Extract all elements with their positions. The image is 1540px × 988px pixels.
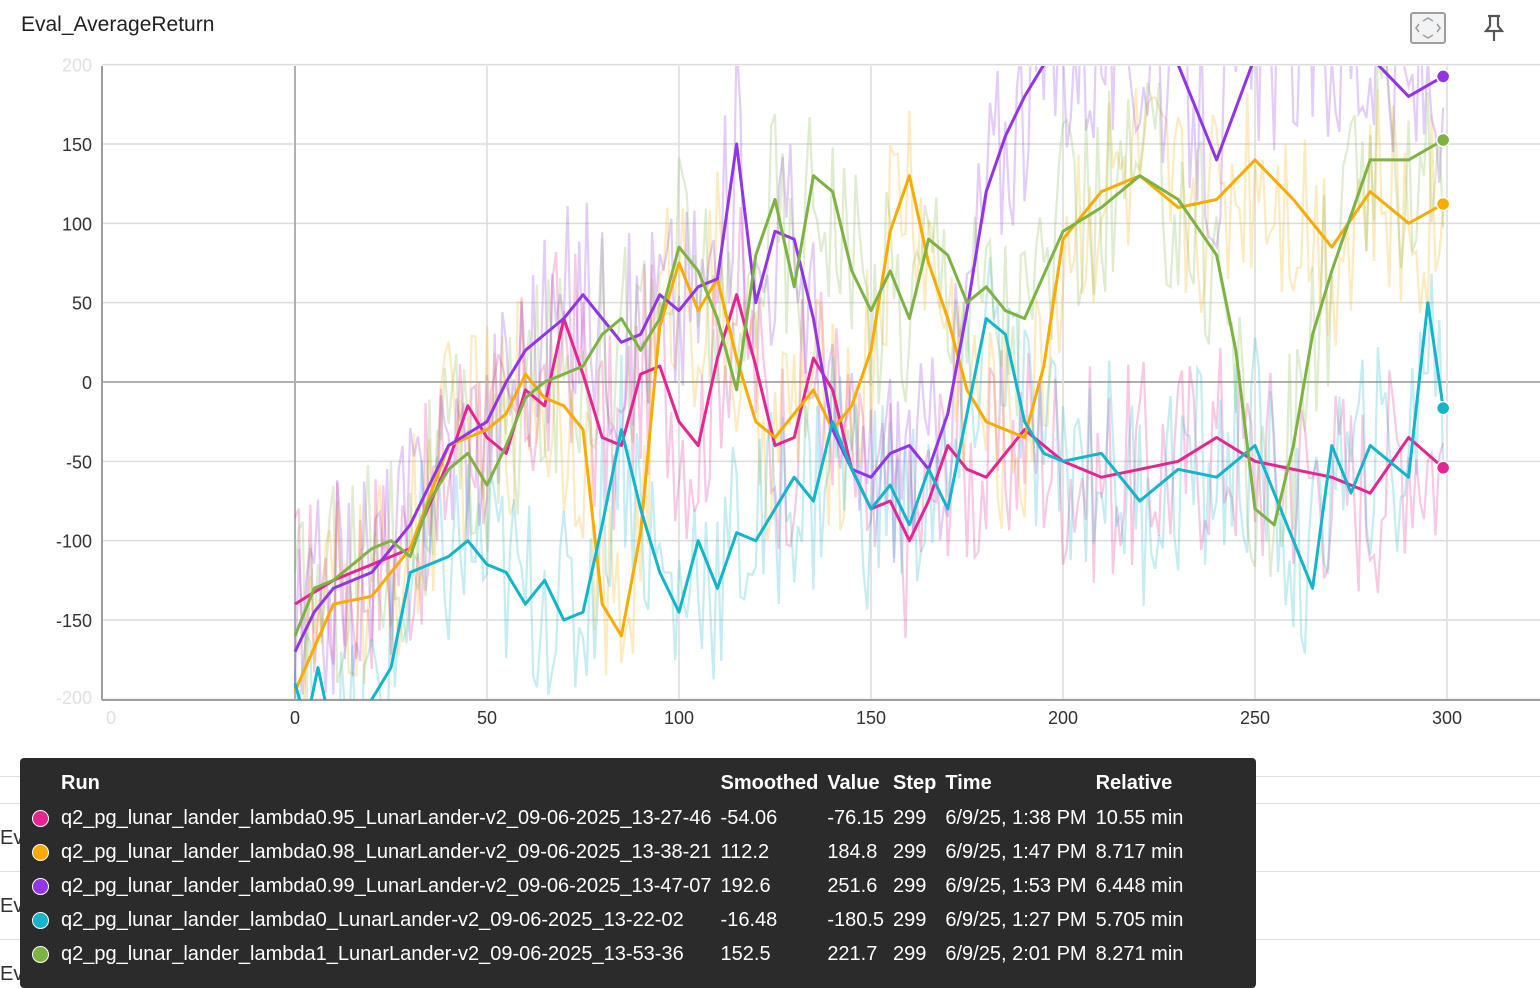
tooltip-value: -180.5 xyxy=(827,908,885,931)
tooltip-relative: 8.717 min xyxy=(1095,840,1184,863)
chart-axes xyxy=(101,66,1540,701)
tooltip-value: 184.8 xyxy=(827,840,878,863)
tooltip-value: -76.15 xyxy=(827,806,885,829)
tooltip-relative: 6.448 min xyxy=(1095,874,1184,897)
tooltip-header-run: Run xyxy=(61,772,100,794)
series-end-marker xyxy=(1435,460,1451,476)
x-tick-label: 200 xyxy=(1048,708,1078,728)
tooltip-time: 6/9/25, 2:01 PM xyxy=(945,942,1087,965)
x-tick-label: 250 xyxy=(1240,708,1270,728)
tooltip-value: 251.6 xyxy=(827,874,878,897)
y-tick-label: 0 xyxy=(82,373,92,393)
tooltip-row: q2_pg_lunar_lander_lambda0.95_LunarLande… xyxy=(32,801,1189,835)
y-tick-label: 100 xyxy=(62,214,92,234)
chart-series xyxy=(293,66,1445,700)
x-tick-label: 0 xyxy=(290,708,300,728)
tooltip-color-header xyxy=(32,770,58,801)
tooltip-row: q2_pg_lunar_lander_lambda0_LunarLander-v… xyxy=(32,903,1189,937)
series-end-marker xyxy=(1435,69,1451,84)
x-tick-label: 100 xyxy=(664,708,694,728)
tooltip-relative: 8.271 min xyxy=(1095,942,1184,965)
tooltip-row: q2_pg_lunar_lander_lambda0.98_LunarLande… xyxy=(32,835,1189,869)
tooltip-run-name: q2_pg_lunar_lander_lambda0_LunarLander-v… xyxy=(61,908,684,931)
fit-to-domain-icon[interactable] xyxy=(1408,10,1448,46)
tooltip-header-value: Value xyxy=(827,772,880,794)
tooltip-relative: 10.55 min xyxy=(1095,806,1184,829)
tooltip-time: 6/9/25, 1:27 PM xyxy=(945,908,1087,931)
smoothed-series-line xyxy=(293,158,1444,693)
tooltip-table: Run Smoothed Value Step Time Relative q2… xyxy=(32,770,1189,971)
tooltip-header-time: Time xyxy=(945,772,992,794)
pin-icon[interactable] xyxy=(1474,10,1514,46)
y-tick-label: -50 xyxy=(66,452,92,472)
tooltip-header-smoothed: Smoothed xyxy=(720,772,819,794)
chart-ticks: 200 150 100 50 0 -50 -100 -150 -200 0 0 50 100 150 200… xyxy=(56,56,1462,728)
smoothed-series-line xyxy=(293,301,1445,700)
tooltip-step: 299 xyxy=(893,840,927,863)
x-tick-label: 0 xyxy=(106,708,116,728)
run-color-dot xyxy=(32,877,49,895)
tooltip-header-step: Step xyxy=(893,772,937,794)
x-tick-label: 50 xyxy=(477,708,497,728)
tooltip-smoothed: 192.6 xyxy=(720,874,771,897)
tooltip-row: q2_pg_lunar_lander_lambda1_LunarLander-v… xyxy=(32,937,1189,971)
tooltip-smoothed: -16.48 xyxy=(720,908,778,931)
tooltip-run-name: q2_pg_lunar_lander_lambda1_LunarLander-v… xyxy=(61,942,684,965)
y-tick-label: -100 xyxy=(56,532,92,552)
raw-series-line xyxy=(293,257,1445,700)
run-color-dot xyxy=(32,911,49,929)
raw-series-line xyxy=(293,207,1445,695)
x-tick-label: 150 xyxy=(856,708,886,728)
x-tick-label: 300 xyxy=(1432,708,1462,728)
y-tick-label: -150 xyxy=(56,611,92,631)
series-end-marker xyxy=(1435,132,1451,148)
raw-series-line xyxy=(293,66,1445,700)
tooltip-relative: 5.705 min xyxy=(1095,908,1184,931)
tooltip-step: 299 xyxy=(893,806,927,829)
tooltip-time: 6/9/25, 1:53 PM xyxy=(945,874,1087,897)
tooltip-smoothed: -54.06 xyxy=(720,806,778,829)
tooltip-row: q2_pg_lunar_lander_lambda0.99_LunarLande… xyxy=(32,869,1189,903)
y-tick-label: 150 xyxy=(62,135,92,155)
line-chart[interactable]: 200 150 100 50 0 -50 -100 -150 -200 0 0 50 100 150 200… xyxy=(0,0,1540,750)
tooltip-step: 299 xyxy=(893,942,927,965)
smoothed-series-line xyxy=(293,66,1444,653)
card-title: Eval_AverageReturn xyxy=(21,13,215,36)
tooltip-time: 6/9/25, 1:38 PM xyxy=(945,806,1087,829)
y-tick-label: 50 xyxy=(72,294,92,314)
tooltip-run-name: q2_pg_lunar_lander_lambda0.95_LunarLande… xyxy=(61,806,712,829)
run-color-dot xyxy=(32,809,49,827)
tooltip-smoothed: 112.2 xyxy=(720,840,770,863)
tooltip-run-name: q2_pg_lunar_lander_lambda0.99_LunarLande… xyxy=(61,874,712,897)
run-color-dot xyxy=(32,945,49,963)
y-tick-label: -200 xyxy=(56,688,92,708)
series-end-marker xyxy=(1435,400,1451,416)
tooltip-step: 299 xyxy=(893,908,927,931)
smoothed-series-line xyxy=(293,138,1444,637)
tooltip-header-relative: Relative xyxy=(1095,772,1173,794)
y-tick-label: 200 xyxy=(62,56,92,76)
hover-tooltip: Run Smoothed Value Step Time Relative q2… xyxy=(20,758,1256,988)
tooltip-smoothed: 152.5 xyxy=(720,942,771,965)
series-end-marker xyxy=(1435,196,1451,212)
raw-series-line xyxy=(293,66,1445,695)
tooltip-run-name: q2_pg_lunar_lander_lambda0.98_LunarLande… xyxy=(61,840,712,863)
tooltip-step: 299 xyxy=(893,874,927,897)
tooltip-value: 221.7 xyxy=(827,942,878,965)
tooltip-time: 6/9/25, 1:47 PM xyxy=(945,840,1087,863)
run-color-dot xyxy=(32,843,49,861)
